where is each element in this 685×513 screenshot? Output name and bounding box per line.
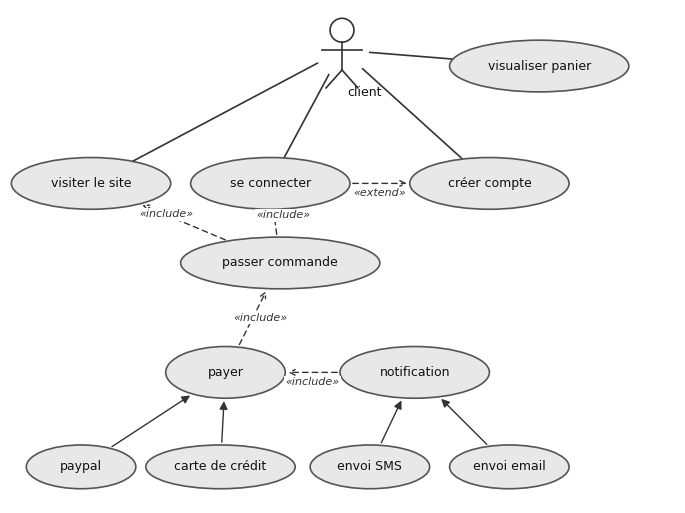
Text: «include»: «include» <box>286 378 340 387</box>
Text: «include»: «include» <box>139 209 193 220</box>
Text: passer commande: passer commande <box>223 256 338 269</box>
Text: visualiser panier: visualiser panier <box>488 60 591 72</box>
Ellipse shape <box>340 346 489 398</box>
Text: «include»: «include» <box>256 210 310 220</box>
Ellipse shape <box>310 445 429 489</box>
Ellipse shape <box>166 346 285 398</box>
Text: client: client <box>347 86 382 99</box>
Text: payer: payer <box>208 366 243 379</box>
Circle shape <box>330 18 354 42</box>
Text: visiter le site: visiter le site <box>51 177 132 190</box>
Text: se connecter: se connecter <box>229 177 311 190</box>
Text: «include»: «include» <box>234 313 288 323</box>
Text: paypal: paypal <box>60 460 102 473</box>
Ellipse shape <box>12 157 171 209</box>
Ellipse shape <box>449 445 569 489</box>
Ellipse shape <box>190 157 350 209</box>
Text: créer compte: créer compte <box>447 177 532 190</box>
Text: carte de crédit: carte de crédit <box>175 460 266 473</box>
Ellipse shape <box>410 157 569 209</box>
Text: notification: notification <box>379 366 450 379</box>
Ellipse shape <box>181 237 380 289</box>
Ellipse shape <box>26 445 136 489</box>
Text: «extend»: «extend» <box>353 188 406 199</box>
Text: envoi email: envoi email <box>473 460 546 473</box>
Ellipse shape <box>146 445 295 489</box>
Text: envoi SMS: envoi SMS <box>338 460 402 473</box>
Ellipse shape <box>449 40 629 92</box>
